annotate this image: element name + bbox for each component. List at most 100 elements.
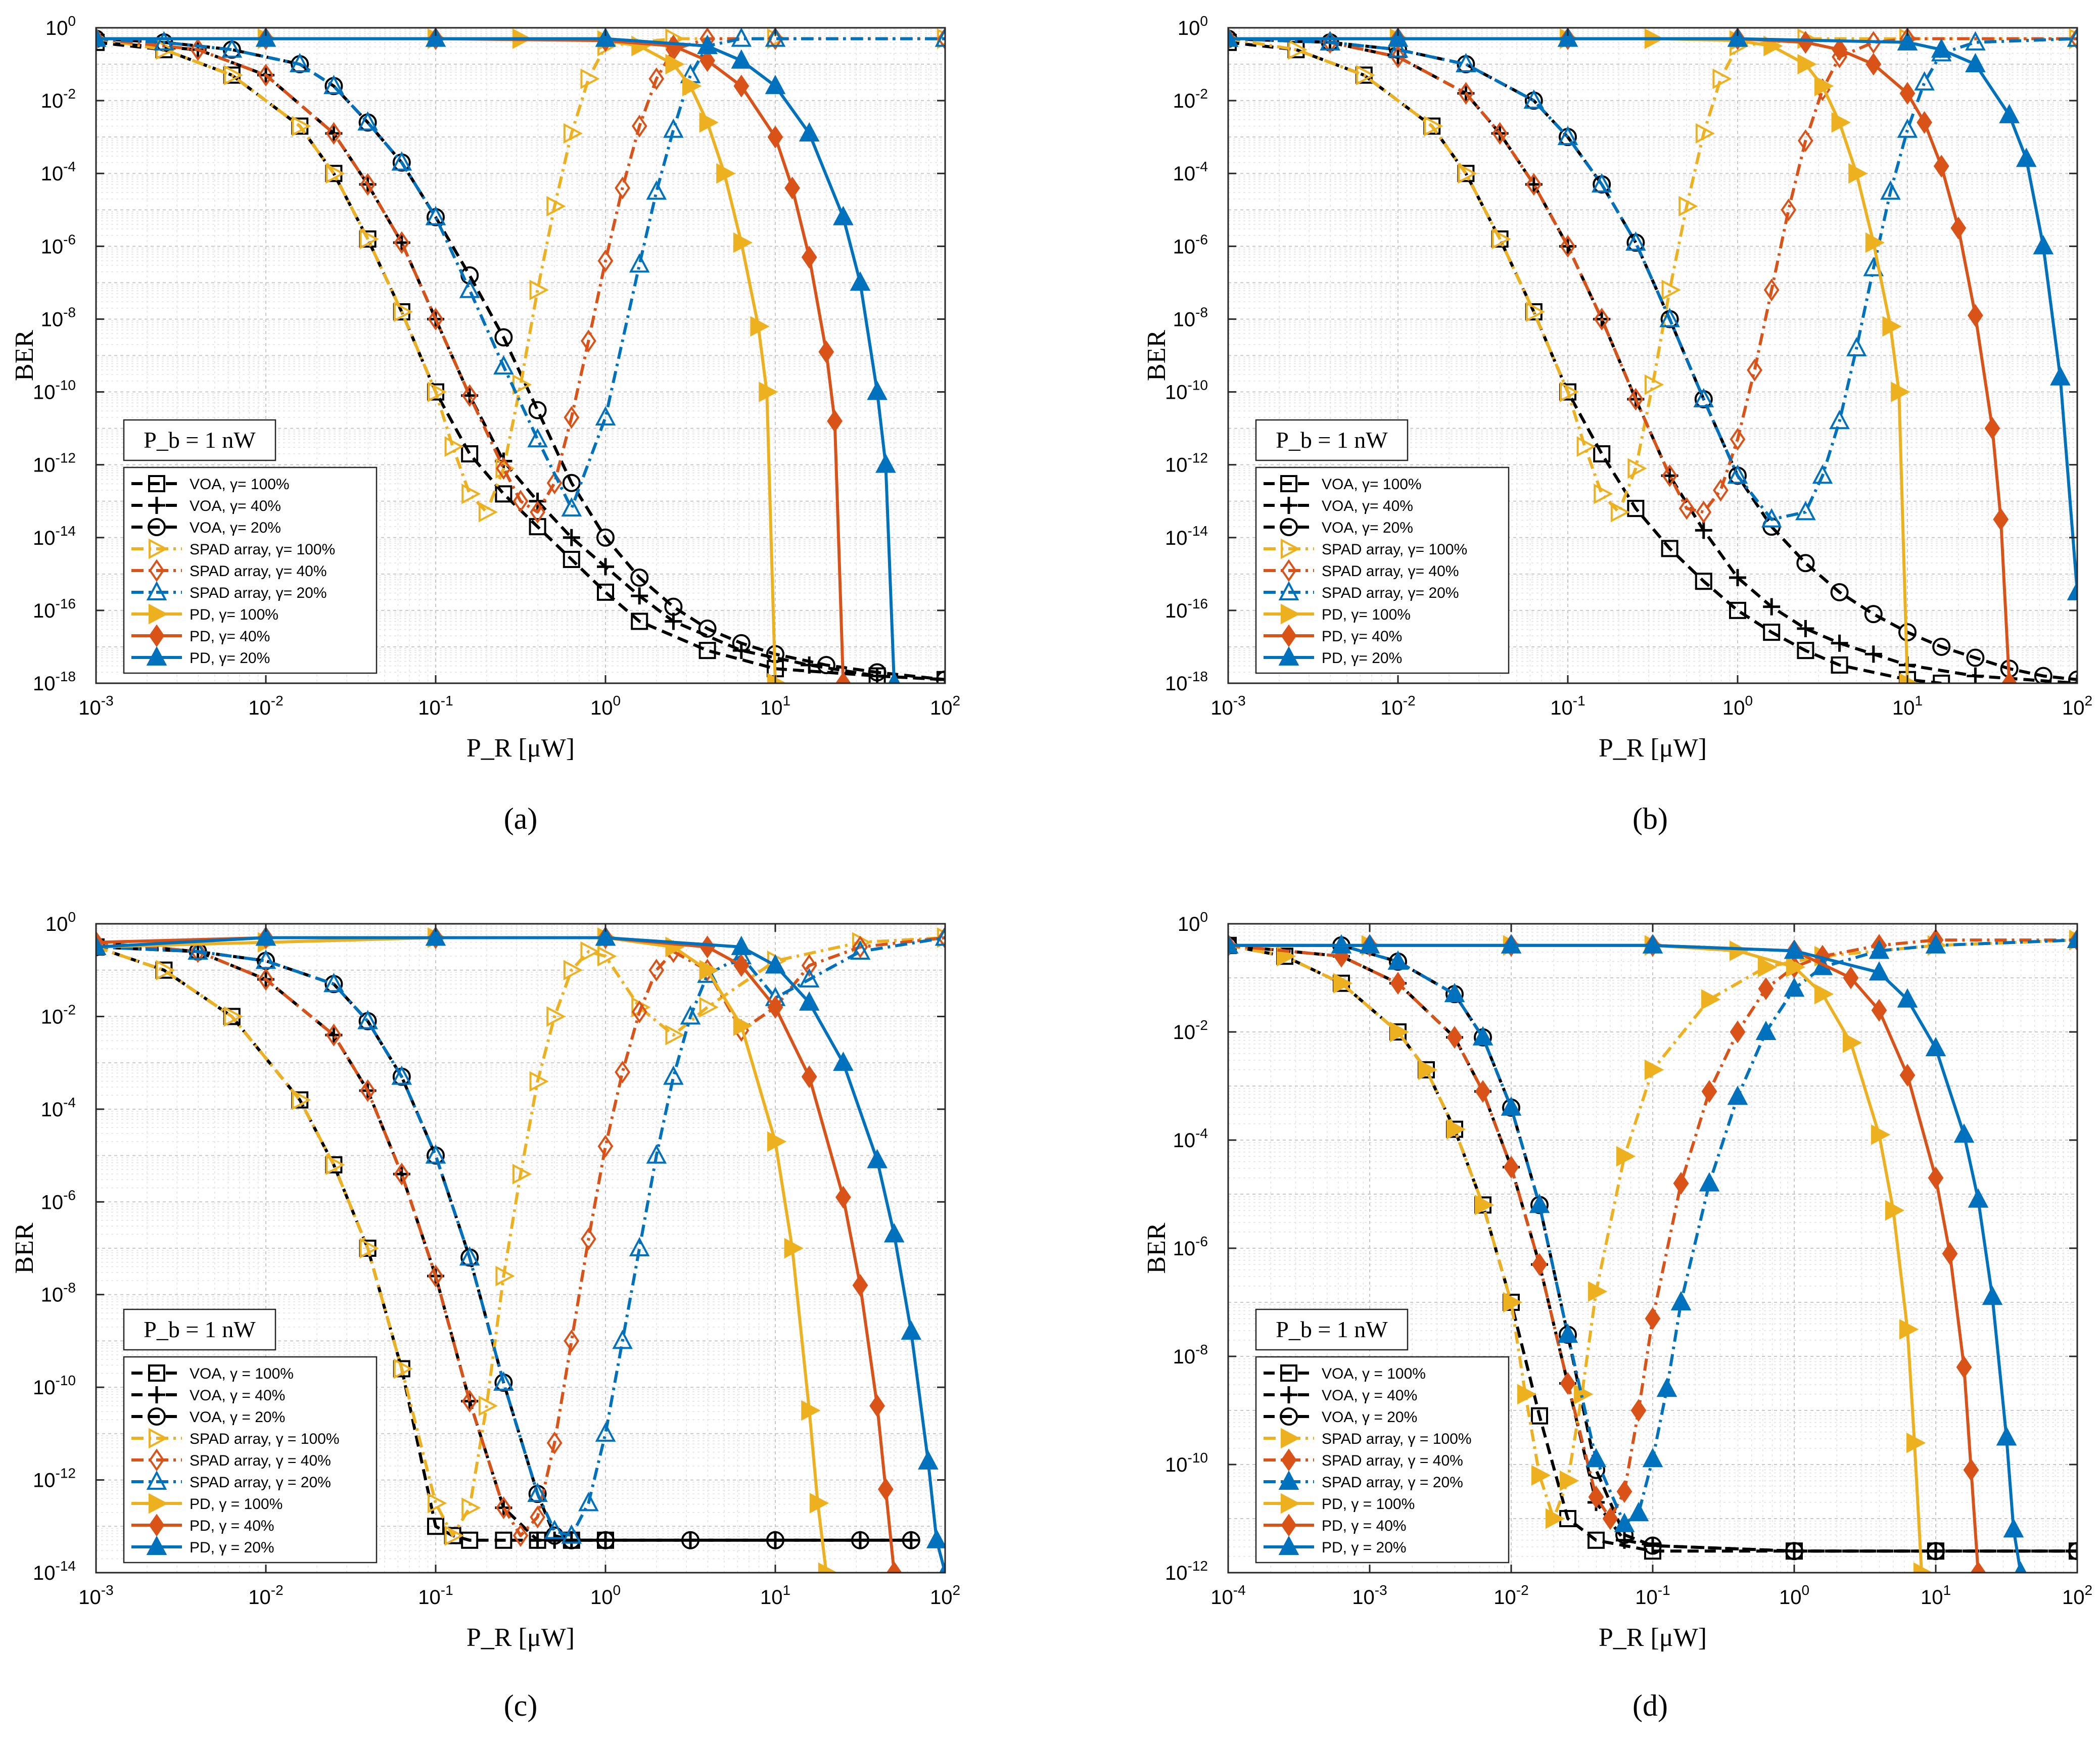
y-tick-label: 10-4: [1173, 1125, 1208, 1152]
data-point: [663, 118, 684, 138]
pb-annotation: P_b = 1 nW: [1276, 427, 1388, 453]
panel-label: (b): [1632, 802, 1668, 835]
data-point: [664, 597, 683, 616]
legend-marker: [148, 497, 165, 514]
y-axis-label: BER: [1142, 330, 1171, 381]
legend-label: VOA, γ = 100%: [190, 1365, 294, 1382]
data-point: [1557, 28, 1578, 47]
data-point: [699, 935, 716, 959]
data-point: [850, 271, 871, 291]
data-point: [1491, 228, 1511, 250]
legend-marker: [149, 559, 165, 582]
legend-label: PD, γ = 20%: [190, 1539, 274, 1556]
legend-label: PD, γ= 40%: [190, 628, 270, 645]
data-point: [926, 1529, 945, 1548]
data-point: [96, 935, 107, 955]
data-point: [2003, 1518, 2024, 1538]
data-point: [1729, 569, 1746, 587]
pb-annotation-box: [123, 1308, 276, 1351]
data-point: [936, 670, 945, 683]
legend-marker: [1280, 1386, 1297, 1403]
y-tick-label: 10-4: [41, 1095, 76, 1121]
data-point: [1891, 382, 1910, 402]
data-point: [1699, 1172, 1720, 1192]
data-point: [1865, 232, 1885, 253]
legend-entry: PD, γ = 20%: [131, 1535, 274, 1556]
data-point: [1927, 1542, 1945, 1561]
y-tick-label: 10-6: [1173, 231, 1208, 258]
data-point: [801, 1400, 821, 1421]
series-8: [1228, 28, 2077, 600]
data-point: [833, 1051, 854, 1071]
data-point: [765, 28, 786, 47]
legend-marker: [1280, 518, 1298, 536]
data-point: [1661, 540, 1678, 557]
y-tick-label: 100: [1178, 13, 1208, 39]
legend-entry: PD, γ = 40%: [1264, 1514, 1407, 1537]
data-point: [681, 1531, 699, 1549]
data-point: [1288, 39, 1308, 60]
legend-label: SPAD array, γ= 40%: [190, 563, 327, 580]
data-point: [1387, 950, 1409, 970]
data-point: [1560, 234, 1576, 258]
data-point: [629, 253, 650, 273]
data-point: [428, 1493, 447, 1514]
legend-label: VOA, γ= 20%: [1322, 520, 1413, 536]
data-point: [2068, 1542, 2077, 1561]
data-point: [1614, 1513, 1635, 1532]
data-point: [1928, 1166, 1944, 1190]
legend-label: VOA, γ= 100%: [190, 476, 290, 493]
data-point: [732, 634, 751, 652]
data-point: [1503, 1155, 1519, 1179]
data-point: [818, 340, 834, 363]
legend-marker: [148, 1407, 166, 1426]
data-point: [1695, 573, 1712, 590]
data-point: [1531, 1407, 1548, 1425]
legend-label: SPAD array, γ = 100%: [1322, 1431, 1472, 1447]
y-tick-label: 10-10: [1165, 378, 1208, 404]
legend: VOA, γ= 100% VOA, γ= 40% VOA, γ= 20% SPAD a…: [1255, 466, 1510, 674]
data-point: [1588, 1531, 1605, 1549]
legend-marker: [1278, 581, 1299, 600]
data-point: [1591, 173, 1612, 193]
legend-marker: [149, 1428, 168, 1449]
data-point: [529, 1071, 549, 1092]
y-tick-label: 10-2: [1173, 86, 1208, 112]
data-point: [767, 28, 783, 51]
data-point: [1693, 388, 1714, 407]
data-point: [428, 1264, 444, 1288]
legend-label: SPAD array, γ= 20%: [190, 585, 327, 601]
data-point: [1864, 605, 1883, 624]
legend-label: SPAD array, γ= 40%: [1322, 563, 1459, 580]
data-point: [597, 249, 614, 272]
data-point: [1967, 667, 1984, 683]
data-point: [595, 28, 616, 47]
data-point: [935, 28, 945, 47]
data-point: [359, 1238, 379, 1259]
legend-marker: [1281, 624, 1297, 647]
legend-entry: SPAD array, γ = 20%: [1264, 1470, 1463, 1491]
data-point: [615, 1060, 631, 1084]
data-point: [1228, 934, 1239, 954]
y-tick-label: 10-2: [41, 1002, 76, 1028]
data-point: [1560, 1372, 1576, 1395]
data-point: [1999, 104, 2020, 123]
legend-marker: [1281, 559, 1297, 582]
y-tick-label: 10-12: [1165, 450, 1208, 477]
data-point: [630, 569, 649, 587]
data-point: [1727, 1086, 1748, 1105]
data-point: [1885, 1200, 1905, 1221]
legend-label: VOA, γ= 20%: [190, 520, 281, 536]
data-point: [699, 49, 716, 72]
data-point: [1656, 1377, 1677, 1397]
data-point: [512, 1163, 532, 1185]
data-point: [461, 1390, 478, 1413]
data-point: [1727, 28, 1748, 47]
data-point: [495, 457, 511, 480]
legend-label: PD, γ= 20%: [190, 650, 270, 667]
legend-marker: [146, 581, 167, 600]
data-point: [1501, 934, 1522, 954]
data-point: [580, 941, 600, 962]
data-point: [255, 926, 276, 946]
data-point: [1781, 198, 1797, 221]
